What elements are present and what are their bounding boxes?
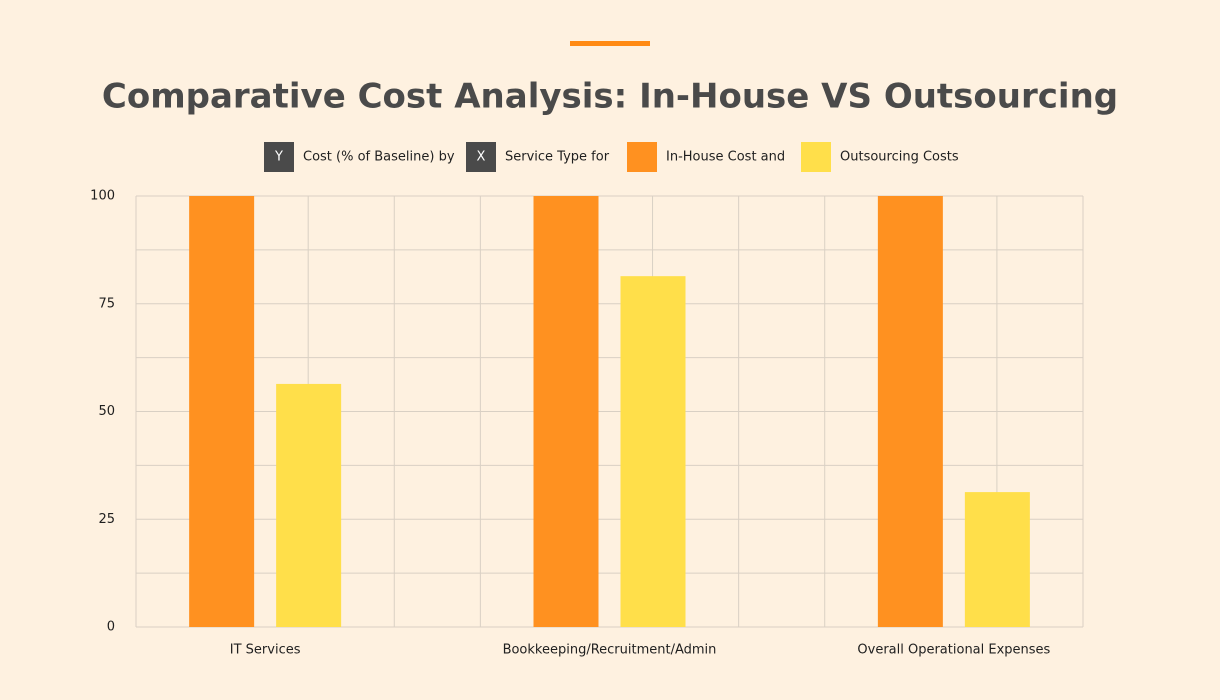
axis-badge xyxy=(466,142,496,172)
legend: Y Cost (% of Baseline) by X Service Type… xyxy=(264,142,610,172)
x-tick-label: Overall Operational Expenses xyxy=(857,643,1050,658)
bar xyxy=(276,383,342,627)
bar xyxy=(620,276,686,627)
x-tick-label: Bookkeeping/Recruitment/Admin xyxy=(503,643,717,658)
y-axis-label: Cost (% of Baseline) by xyxy=(303,150,455,165)
legend-label: Outsourcing Costs xyxy=(840,150,959,165)
y-tick-label: 75 xyxy=(98,296,115,311)
legend-swatch xyxy=(801,142,831,172)
chart-title: Comparative Cost Analysis: In-House VS O… xyxy=(102,77,1118,117)
y-tick-label: 50 xyxy=(98,404,115,419)
bar xyxy=(964,492,1030,627)
legend-label: In-House Cost and xyxy=(666,150,785,165)
bar xyxy=(877,196,943,627)
x-tick-label: IT Services xyxy=(230,643,301,658)
x-axis-label: Service Type for xyxy=(505,150,610,165)
bar xyxy=(189,196,255,627)
legend-swatch xyxy=(627,142,657,172)
y-tick-label: 25 xyxy=(98,512,115,527)
y-tick-label: 100 xyxy=(90,189,115,204)
axis-badge-text: Y xyxy=(274,150,283,165)
bar xyxy=(533,196,599,627)
axis-badge-text: X xyxy=(477,150,486,165)
title-accent xyxy=(570,41,650,46)
axis-badge xyxy=(264,142,294,172)
y-tick-label: 0 xyxy=(107,620,115,635)
